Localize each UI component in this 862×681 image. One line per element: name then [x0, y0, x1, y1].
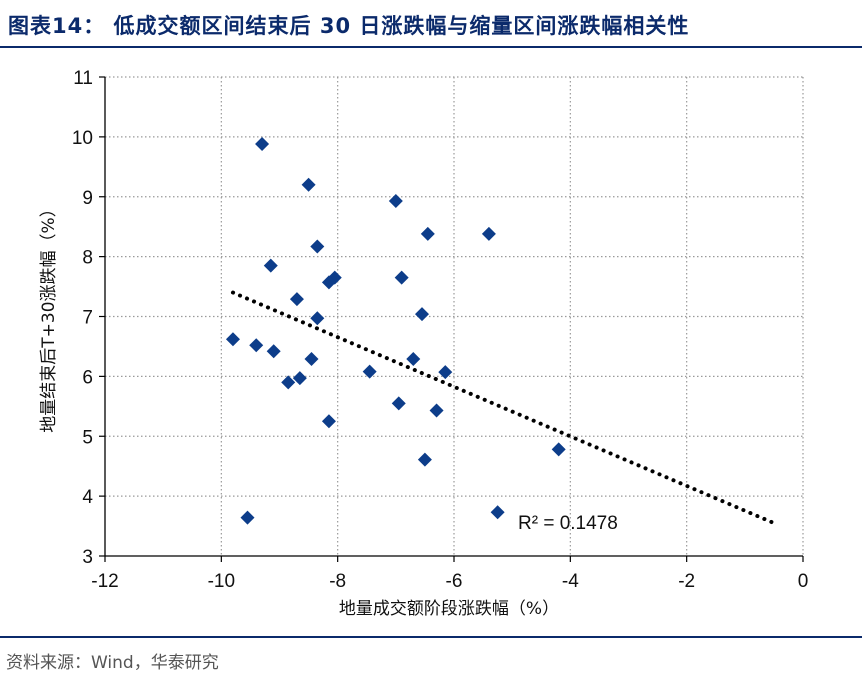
data-point — [481, 226, 496, 241]
data-point — [417, 452, 432, 467]
y-tick-label: 4 — [82, 487, 93, 508]
data-point — [415, 307, 430, 322]
y-tick-labels: 3 4 5 6 7 8 9 10 11 — [72, 68, 94, 568]
data-points — [225, 137, 566, 525]
y-tick-label: 9 — [82, 188, 93, 209]
data-point — [321, 275, 336, 290]
x-tick-labels: -12 -10 -8 -6 -4 -2 0 — [91, 571, 808, 592]
data-point — [292, 371, 307, 386]
y-tick-label: 8 — [82, 248, 93, 269]
y-tick-label: 6 — [82, 367, 93, 388]
data-point — [304, 352, 319, 367]
data-point — [263, 258, 278, 273]
r-squared-annotation: R² = 0.1478 — [518, 513, 618, 534]
y-tick-label: 5 — [82, 427, 93, 448]
grid-lines — [105, 76, 804, 556]
x-axis-title: 地量成交额阶段涨跌幅（%） — [339, 599, 559, 619]
chart-title: 图表14： 低成交额区间结束后 30 日涨跌幅与缩量区间涨跌幅相关性 — [8, 14, 690, 38]
y-axis-title: 地量结束后T+30涨跌幅（%） — [39, 200, 59, 432]
data-point — [289, 292, 304, 307]
data-point — [406, 352, 421, 367]
data-point — [240, 510, 255, 525]
data-point — [310, 239, 325, 254]
data-point — [362, 364, 377, 379]
data-point — [391, 396, 406, 411]
data-point — [266, 344, 281, 359]
axes — [99, 76, 804, 562]
data-point — [249, 338, 264, 353]
data-point — [388, 193, 403, 208]
data-point — [255, 137, 270, 152]
data-point — [429, 403, 444, 418]
x-tick-label: -4 — [562, 571, 579, 592]
data-point — [394, 270, 409, 285]
data-point — [310, 311, 325, 326]
data-point — [225, 332, 240, 347]
y-tick-label: 7 — [82, 308, 93, 329]
bottom-divider — [0, 636, 862, 638]
top-divider — [0, 46, 862, 48]
x-tick-label: -2 — [678, 571, 695, 592]
y-tick-label: 3 — [82, 547, 93, 568]
data-point — [490, 505, 505, 520]
x-tick-label: -6 — [446, 571, 463, 592]
data-point — [420, 226, 435, 241]
data-point — [281, 375, 296, 390]
x-tick-label: -12 — [91, 571, 118, 592]
data-point — [321, 414, 336, 429]
data-point — [301, 177, 316, 192]
data-point — [551, 442, 566, 457]
trendline-path — [230, 290, 776, 526]
data-point — [438, 365, 453, 380]
x-tick-label: 0 — [798, 571, 809, 592]
x-tick-label: -8 — [329, 571, 346, 592]
y-tick-label: 11 — [73, 68, 93, 89]
trendline — [230, 290, 776, 526]
source-note: 资料来源：Wind，华泰研究 — [6, 653, 219, 673]
x-tick-label: -10 — [208, 571, 235, 592]
y-tick-label: 10 — [72, 128, 93, 149]
